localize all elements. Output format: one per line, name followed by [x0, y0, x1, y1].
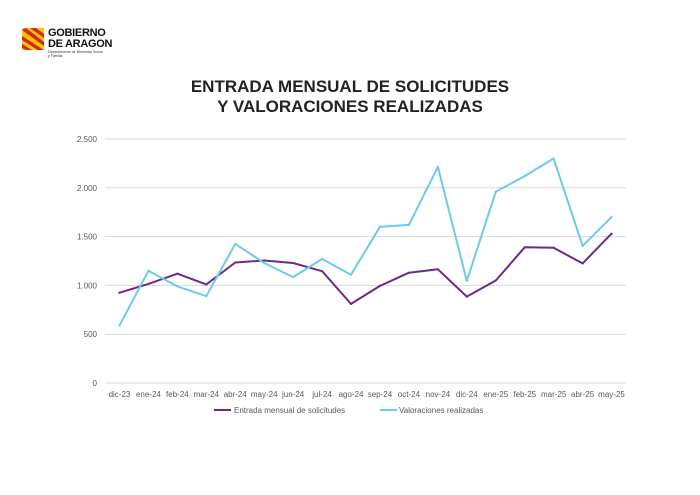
x-tick-label: feb-25 [513, 390, 536, 399]
data-point [378, 225, 382, 228]
x-tick-label: sep-24 [368, 390, 393, 399]
logo-line-3: Departamento de Bienestar Social [48, 50, 103, 54]
data-point [147, 282, 150, 286]
legend-label-1: Entrada mensual de solicitudes [234, 406, 345, 415]
y-tick-label: 1.000 [77, 281, 98, 290]
data-point [205, 283, 208, 286]
data-point [552, 246, 555, 249]
data-point [263, 261, 266, 265]
data-point [552, 157, 555, 160]
data-point [436, 165, 439, 168]
data-point [263, 259, 266, 262]
data-point [523, 246, 526, 249]
x-tick-label: oct-24 [398, 390, 421, 399]
x-tick-label: jul-24 [311, 390, 332, 399]
x-tick-label: nov-24 [426, 390, 451, 399]
data-point [465, 279, 468, 283]
y-tick-label: 500 [84, 330, 98, 339]
y-tick-label: 0 [93, 379, 98, 388]
aragon-flag-icon [22, 28, 44, 50]
legend-label-2: Valoraciones realizadas [399, 406, 483, 415]
data-point [205, 295, 208, 298]
logo-line-1: GOBIERNO [48, 27, 106, 39]
x-tick-label: ene-24 [136, 390, 161, 399]
y-tick-label: 2.500 [77, 135, 98, 144]
x-tick-label: abr-24 [224, 390, 248, 399]
data-point [320, 257, 324, 261]
x-tick-label: jun-24 [281, 390, 305, 399]
chart-title-line-2: Y VALORACIONES REALIZADAS [217, 97, 483, 116]
x-tick-label: dic-24 [456, 390, 478, 399]
data-point [320, 270, 324, 273]
series-line-1 [118, 232, 613, 305]
chart-title-line-1: ENTRADA MENSUAL DE SOLICITUDES [190, 77, 510, 96]
data-point [349, 273, 353, 276]
data-point [292, 261, 295, 265]
data-point [176, 285, 179, 288]
y-tick-label: 2.000 [77, 184, 98, 193]
logo-line-2: DE ARAGON [48, 38, 113, 50]
x-tick-label: may-25 [598, 390, 625, 399]
x-tick-label: feb-24 [166, 390, 189, 399]
y-tick-label: 1.500 [77, 233, 98, 242]
chart-title: ENTRADA MENSUAL DE SOLICITUDES Y VALORAC… [0, 77, 700, 117]
data-point [407, 223, 411, 226]
data-point [378, 284, 382, 287]
data-point [147, 269, 150, 272]
data-point [118, 291, 121, 294]
data-point [234, 261, 237, 264]
x-tick-label: ene-25 [483, 390, 508, 399]
data-point [523, 174, 526, 178]
x-tick-label: may-24 [251, 390, 278, 399]
data-point [610, 215, 613, 219]
data-point [581, 262, 584, 265]
data-point [407, 271, 411, 274]
data-point [436, 268, 439, 271]
data-point [581, 244, 584, 247]
logo: GOBIERNO DE ARAGON Departamento de Biene… [22, 28, 112, 59]
data-point [465, 295, 468, 298]
logo-line-4: y Familia [48, 54, 63, 59]
data-point [176, 272, 179, 275]
x-tick-label: abr-25 [571, 390, 595, 399]
data-point [292, 276, 295, 279]
data-point [118, 324, 121, 327]
data-point [610, 232, 613, 235]
data-point [494, 190, 497, 193]
x-tick-label: mar-24 [194, 390, 220, 399]
series-line-2 [118, 157, 613, 327]
data-point [349, 302, 353, 306]
data-point [234, 242, 237, 246]
x-tick-label: dic-23 [109, 390, 131, 399]
x-tick-label: ago-24 [339, 390, 364, 399]
x-tick-label: mar-25 [541, 390, 567, 399]
data-point [494, 279, 497, 282]
